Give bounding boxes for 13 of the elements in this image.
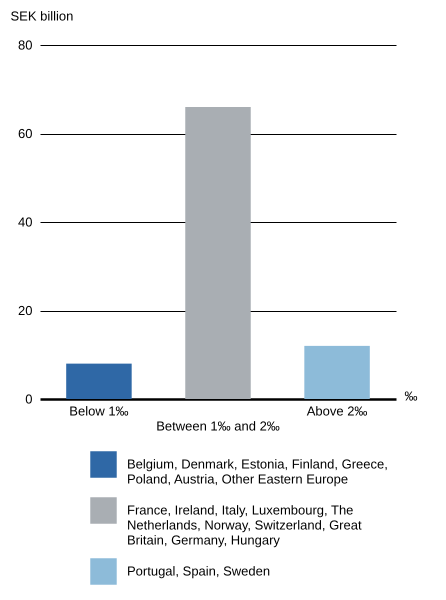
y-tick-label: 40: [18, 214, 32, 230]
x-tick-label: Between 1‰ and 2‰: [156, 418, 280, 434]
x-tick-label: Below 1‰: [69, 404, 129, 418]
x-tick-label: Above 2‰: [306, 404, 368, 418]
y-tick-label: 60: [18, 126, 32, 141]
y-tick-label: 20: [18, 303, 32, 318]
y-axis-title: SEK billion: [10, 8, 74, 24]
legend-label: France, Ireland, Italy, Luxembourg, The Netherlands, Norway, Switzerland, Great Britain, Germany, Hungary: [127, 502, 362, 548]
x-axis-title: ‰: [404, 388, 418, 404]
legend-label: Belgium, Denmark, Estonia, Finland, Greece, Poland, Austria, Other Eastern Europe: [127, 456, 388, 486]
legend-label: Portugal, Spain, Sweden: [127, 564, 270, 578]
y-tick-label: 80: [18, 38, 32, 52]
y-tick-label: 0: [25, 392, 32, 406]
